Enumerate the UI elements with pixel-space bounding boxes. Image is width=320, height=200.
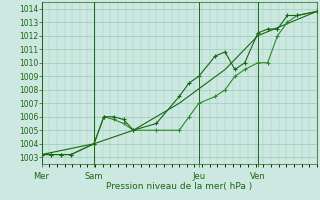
X-axis label: Pression niveau de la mer( hPa ): Pression niveau de la mer( hPa )	[106, 182, 252, 191]
